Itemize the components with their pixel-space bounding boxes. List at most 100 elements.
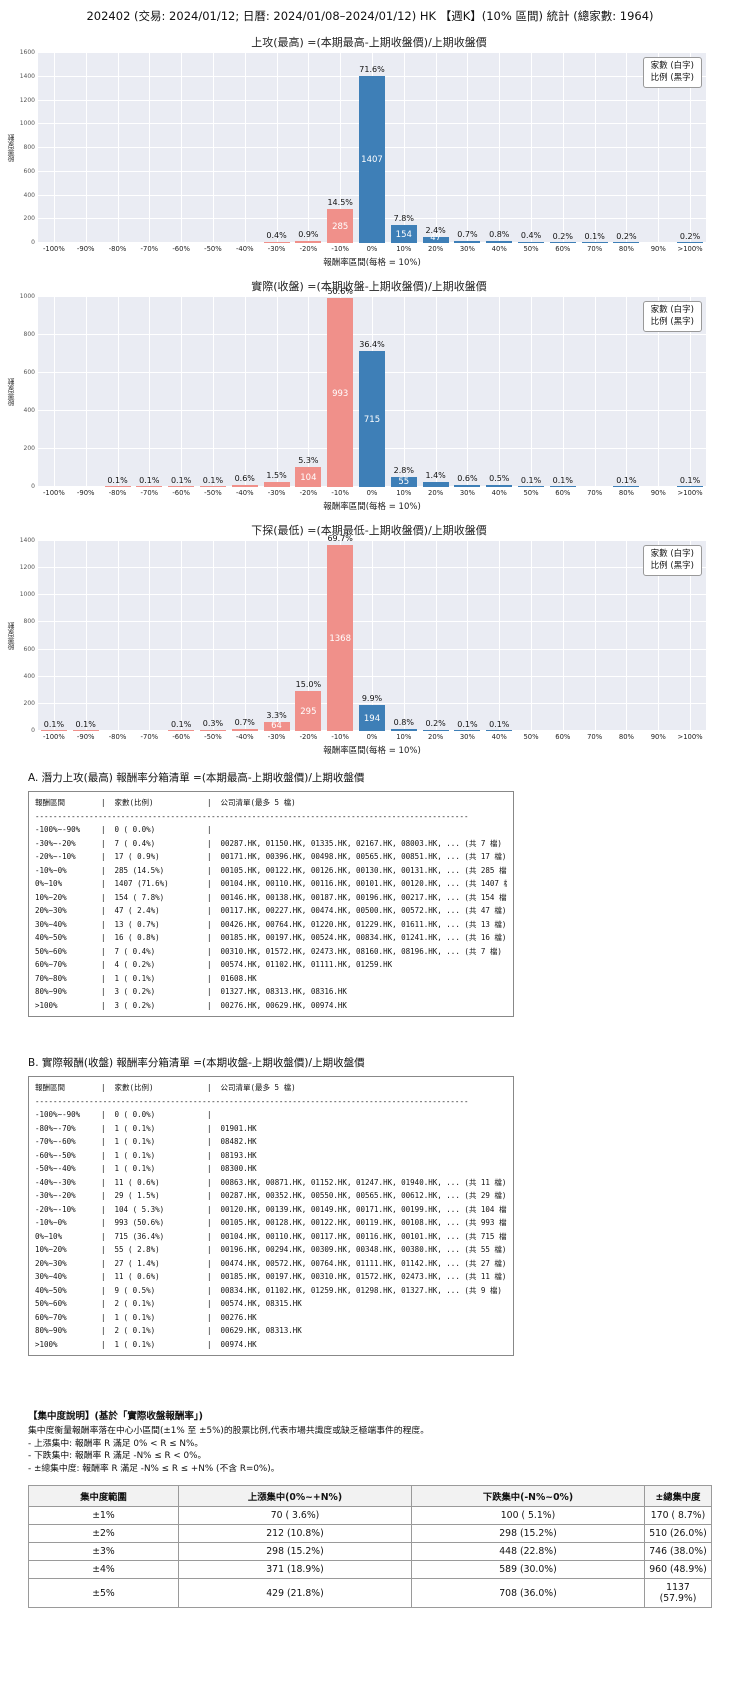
bin-count: 16 ( 0.8%) <box>110 933 160 942</box>
bin-companies: 00171.HK, 00396.HK, 00498.HK, 00565.HK, … <box>216 852 507 861</box>
bar-pct-label: 0.1% <box>584 231 605 241</box>
bin-range: 10%~20% <box>35 1245 67 1254</box>
bar-pct-label: 0.3% <box>202 719 224 729</box>
gridline <box>531 53 533 243</box>
gridline <box>308 53 310 243</box>
x-tick-label: 10% <box>396 245 412 253</box>
bar-count-label: 154 <box>395 229 412 240</box>
legend-line-pct: 比例 (黑字) <box>650 561 694 572</box>
bar-pct-label: 0.1% <box>457 719 478 729</box>
column-separator: | <box>101 919 106 929</box>
gridline <box>85 53 87 243</box>
table-cell: 371 (18.9%) <box>178 1560 412 1579</box>
column-separator: | <box>207 919 212 929</box>
column-separator: | <box>207 1083 212 1092</box>
bin-count: 154 ( 7.8%) <box>110 892 165 902</box>
bin-companies: 00105.HK, 00128.HK, 00122.HK, 00119.HK, … <box>216 1218 508 1227</box>
x-tick-label: 80% <box>618 489 635 497</box>
bin-range: 0%~10% <box>35 1231 63 1241</box>
table-cell: ±3% <box>28 1542 179 1561</box>
column-separator: | <box>207 1326 212 1335</box>
gridline <box>276 541 278 731</box>
x-tick-label: 10% <box>396 489 412 497</box>
bin-count: 1 ( 0.1%) <box>110 1137 156 1146</box>
gridline <box>690 297 692 487</box>
bin-range: 30%~40% <box>35 1272 67 1281</box>
chart-title: 上攻(最高) =(本期最高-上期收盤價)/上期收盤價 <box>251 36 487 49</box>
x-axis-label: 報酬率區間(每格 = 10%) <box>323 746 421 756</box>
x-tick-label: 20% <box>428 733 444 741</box>
list-row: 40%~50% | 16 ( 0.8%) | 00185.HK, 00197.HK,… <box>35 931 507 945</box>
column-separator: | <box>101 1231 106 1241</box>
bin-count: 1 ( 0.1%) <box>110 1123 156 1133</box>
legend-line-pct: 比例 (黑字) <box>650 317 694 328</box>
column-separator: | <box>101 1191 106 1200</box>
bin-companies: 00474.HK, 00572.HK, 00764.HK, 01111.HK, … <box>216 1258 507 1268</box>
bin-companies: 公司清單(最多 5 檔) <box>216 798 296 807</box>
column-separator: | <box>101 933 106 942</box>
y-tick-label: 800 <box>23 618 35 626</box>
bar-pct-label: 0.2% <box>425 719 446 729</box>
bar-pct-label: 0.2% <box>616 231 637 241</box>
gridline <box>340 53 342 243</box>
bar-pct-label: 14.5% <box>327 198 353 208</box>
gridline <box>435 541 437 731</box>
table-row: ±3% 298 (15.2%) 448 (22.8%) 746 (38.0%) <box>28 1542 712 1561</box>
bar-count-label: 64 <box>271 721 282 731</box>
column-separator: | <box>207 906 212 915</box>
bin-companies: 00146.HK, 00138.HK, 00187.HK, 00196.HK, … <box>216 892 508 902</box>
bin-count: 1 ( 0.1%) <box>110 1164 156 1173</box>
gridline <box>499 53 501 243</box>
bar <box>168 730 195 731</box>
gridline <box>467 297 469 487</box>
x-tick-label: 90% <box>650 489 666 497</box>
bar <box>454 241 481 243</box>
bar-pct-label: 0.4% <box>520 231 542 241</box>
table-row: ±1% 70 ( 3.6%) 100 ( 5.1%) 170 ( 8.7%) <box>28 1506 712 1525</box>
column-separator: | <box>207 1177 212 1187</box>
bin-count: 27 ( 1.4%) <box>110 1258 160 1268</box>
bin-count: 3 ( 0.2%) <box>110 1000 156 1010</box>
column-separator: | <box>207 973 212 983</box>
column-separator: | <box>207 1245 212 1254</box>
bin-count: 1 ( 0.1%) <box>110 1150 156 1160</box>
bar <box>263 481 290 487</box>
bar <box>486 730 513 731</box>
bar <box>40 730 67 731</box>
gridline <box>562 53 564 243</box>
bin-range: -80%~-70% <box>35 1123 76 1133</box>
x-tick-label: >100% <box>677 489 703 497</box>
bin-range: 20%~30% <box>35 1258 67 1268</box>
bin-count: 1 ( 0.1%) <box>110 1312 156 1322</box>
bar-pct-label: 2.4% <box>425 226 446 236</box>
gridline <box>53 541 55 731</box>
y-tick-label: 1200 <box>19 564 35 572</box>
column-separator: | <box>101 1164 106 1173</box>
concentration-note-line: - 上漲集中: 報酬率 R 滿足 0% < R ≤ N%。 <box>28 1438 204 1449</box>
table-row: ±5% 429 (21.8%) 708 (36.0%) 1137 (57.9%) <box>28 1578 712 1608</box>
concentration-notes: 集中度衡量報酬率落在中心小區間(±1% 至 ±5%)的股票比例,代表市場共識度或… <box>28 1425 712 1475</box>
bin-range: >100% <box>35 1000 58 1010</box>
x-tick-label: -40% <box>235 489 254 497</box>
list-row: -30%~-20% | 29 ( 1.5%) | 00287.HK, 00352.H… <box>35 1189 507 1203</box>
x-tick-label: 90% <box>650 733 666 741</box>
bin-companies: 00276.HK <box>216 1312 257 1322</box>
x-tick-label: 20% <box>428 489 444 497</box>
gridline <box>244 297 246 487</box>
table-cell: 170 ( 8.7%) <box>644 1506 712 1525</box>
x-tick-label: 0% <box>366 489 378 497</box>
gridline <box>626 53 628 243</box>
bar <box>199 730 226 731</box>
gridline <box>594 297 596 487</box>
column-separator: | <box>207 852 212 861</box>
bar <box>518 486 545 487</box>
x-tick-label: 30% <box>459 489 475 497</box>
legend-line-pct: 比例 (黑字) <box>650 73 694 84</box>
bar-pct-label: 0.1% <box>139 475 160 485</box>
column-separator: | <box>207 838 212 848</box>
x-axis-label: 報酬率區間(每格 = 10%) <box>323 502 421 512</box>
bin-range: -10%~0% <box>35 1218 67 1227</box>
y-tick-label: 1000 <box>19 120 35 128</box>
bar <box>136 486 163 487</box>
x-tick-label: -90% <box>76 733 95 741</box>
